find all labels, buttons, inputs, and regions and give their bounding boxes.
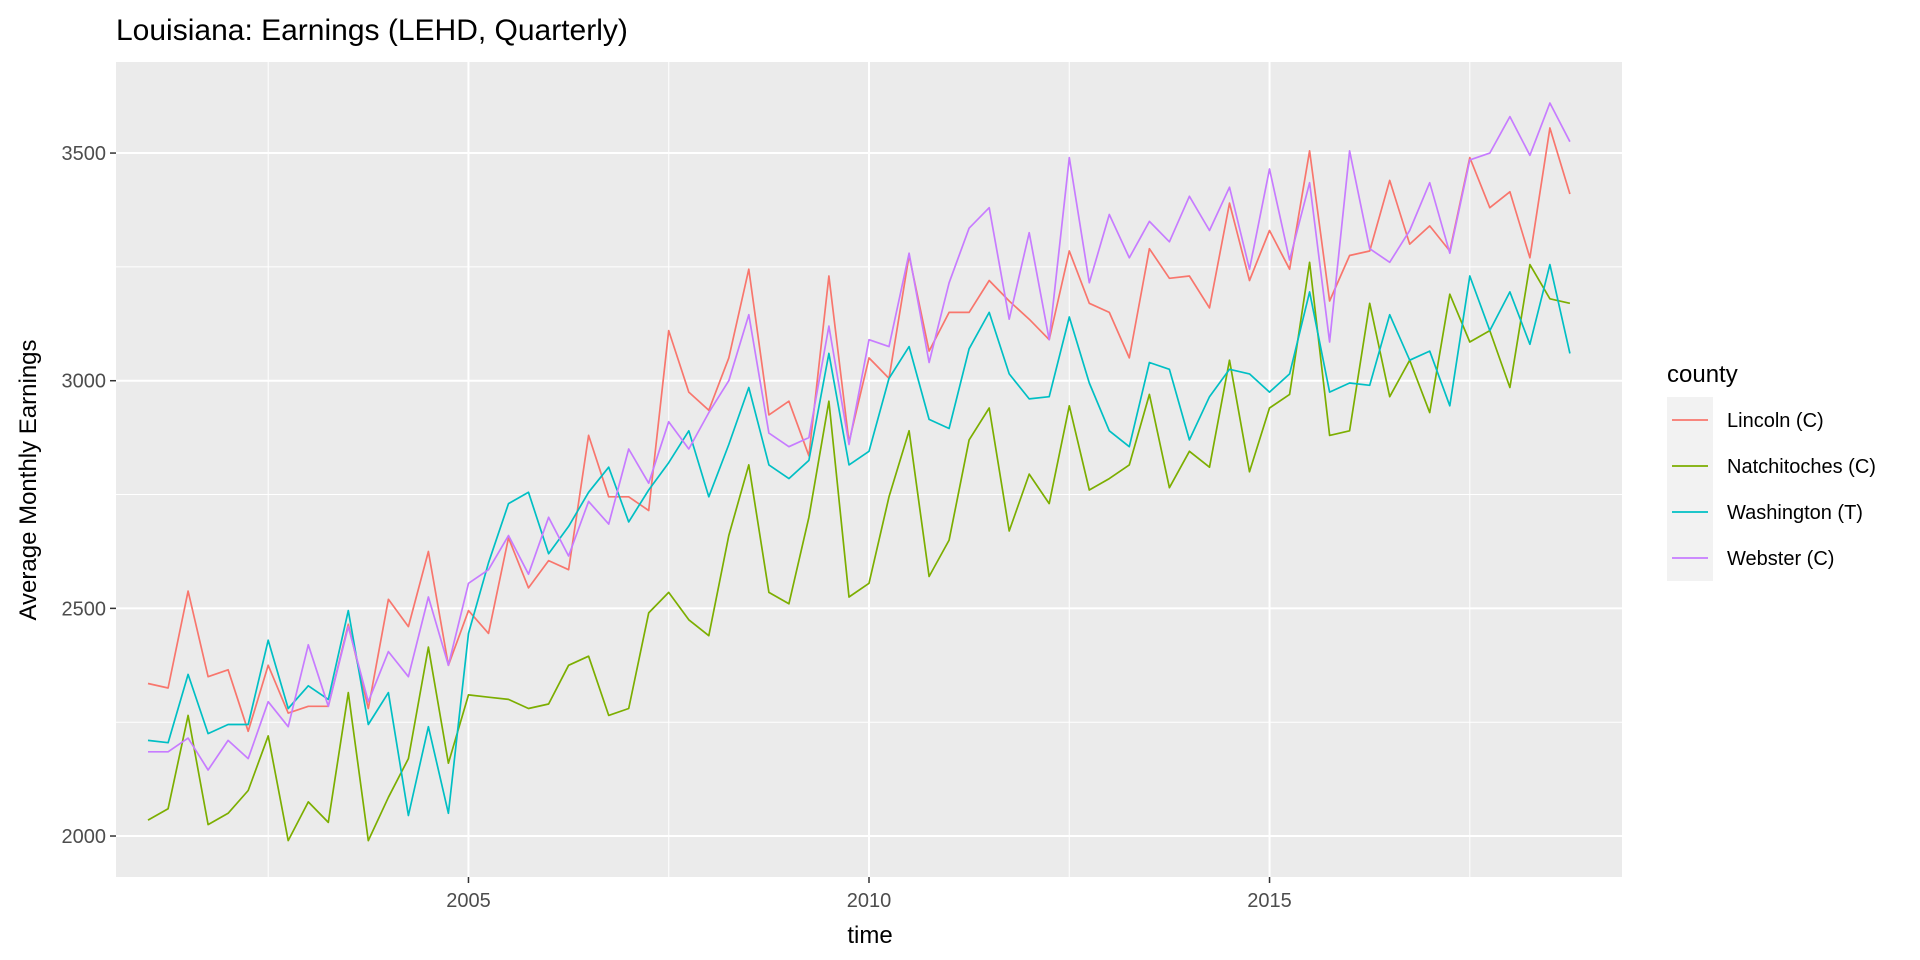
x-tick-label: 2015	[1247, 890, 1292, 912]
y-axis-title: Average Monthly Earnings	[15, 339, 42, 620]
axes: 2005 2010 2015 2000 2500 3000 3500	[62, 143, 1292, 912]
chart-title: Louisiana: Earnings (LEHD, Quarterly)	[116, 14, 628, 47]
legend-label-washington-t: Washington (T)	[1727, 502, 1863, 524]
legend-label-lincoln-c: Lincoln (C)	[1727, 410, 1824, 432]
legend-label-natchitoches-c: Natchitoches (C)	[1727, 456, 1876, 478]
y-tick-label: 3000	[62, 371, 107, 393]
series-lines	[147, 102, 1571, 842]
series-line-lincoln-c	[147, 127, 1571, 733]
series-line-washington-t	[147, 263, 1571, 817]
x-tick-label: 2010	[847, 890, 892, 912]
y-tick-label: 3500	[62, 143, 107, 165]
y-tick-label: 2500	[62, 598, 107, 620]
x-axis-title: time	[847, 922, 892, 949]
series-line-natchitoches-c	[147, 261, 1571, 842]
x-tick-label: 2005	[446, 890, 491, 912]
legend-title: county	[1667, 361, 1738, 388]
legend: county Lincoln (C) Natchitoches (C) Washin…	[1667, 361, 1876, 581]
series-line-webster-c	[148, 102, 1571, 771]
y-tick-label: 2000	[62, 826, 107, 848]
legend-label-webster-c: Webster (C)	[1727, 548, 1834, 570]
